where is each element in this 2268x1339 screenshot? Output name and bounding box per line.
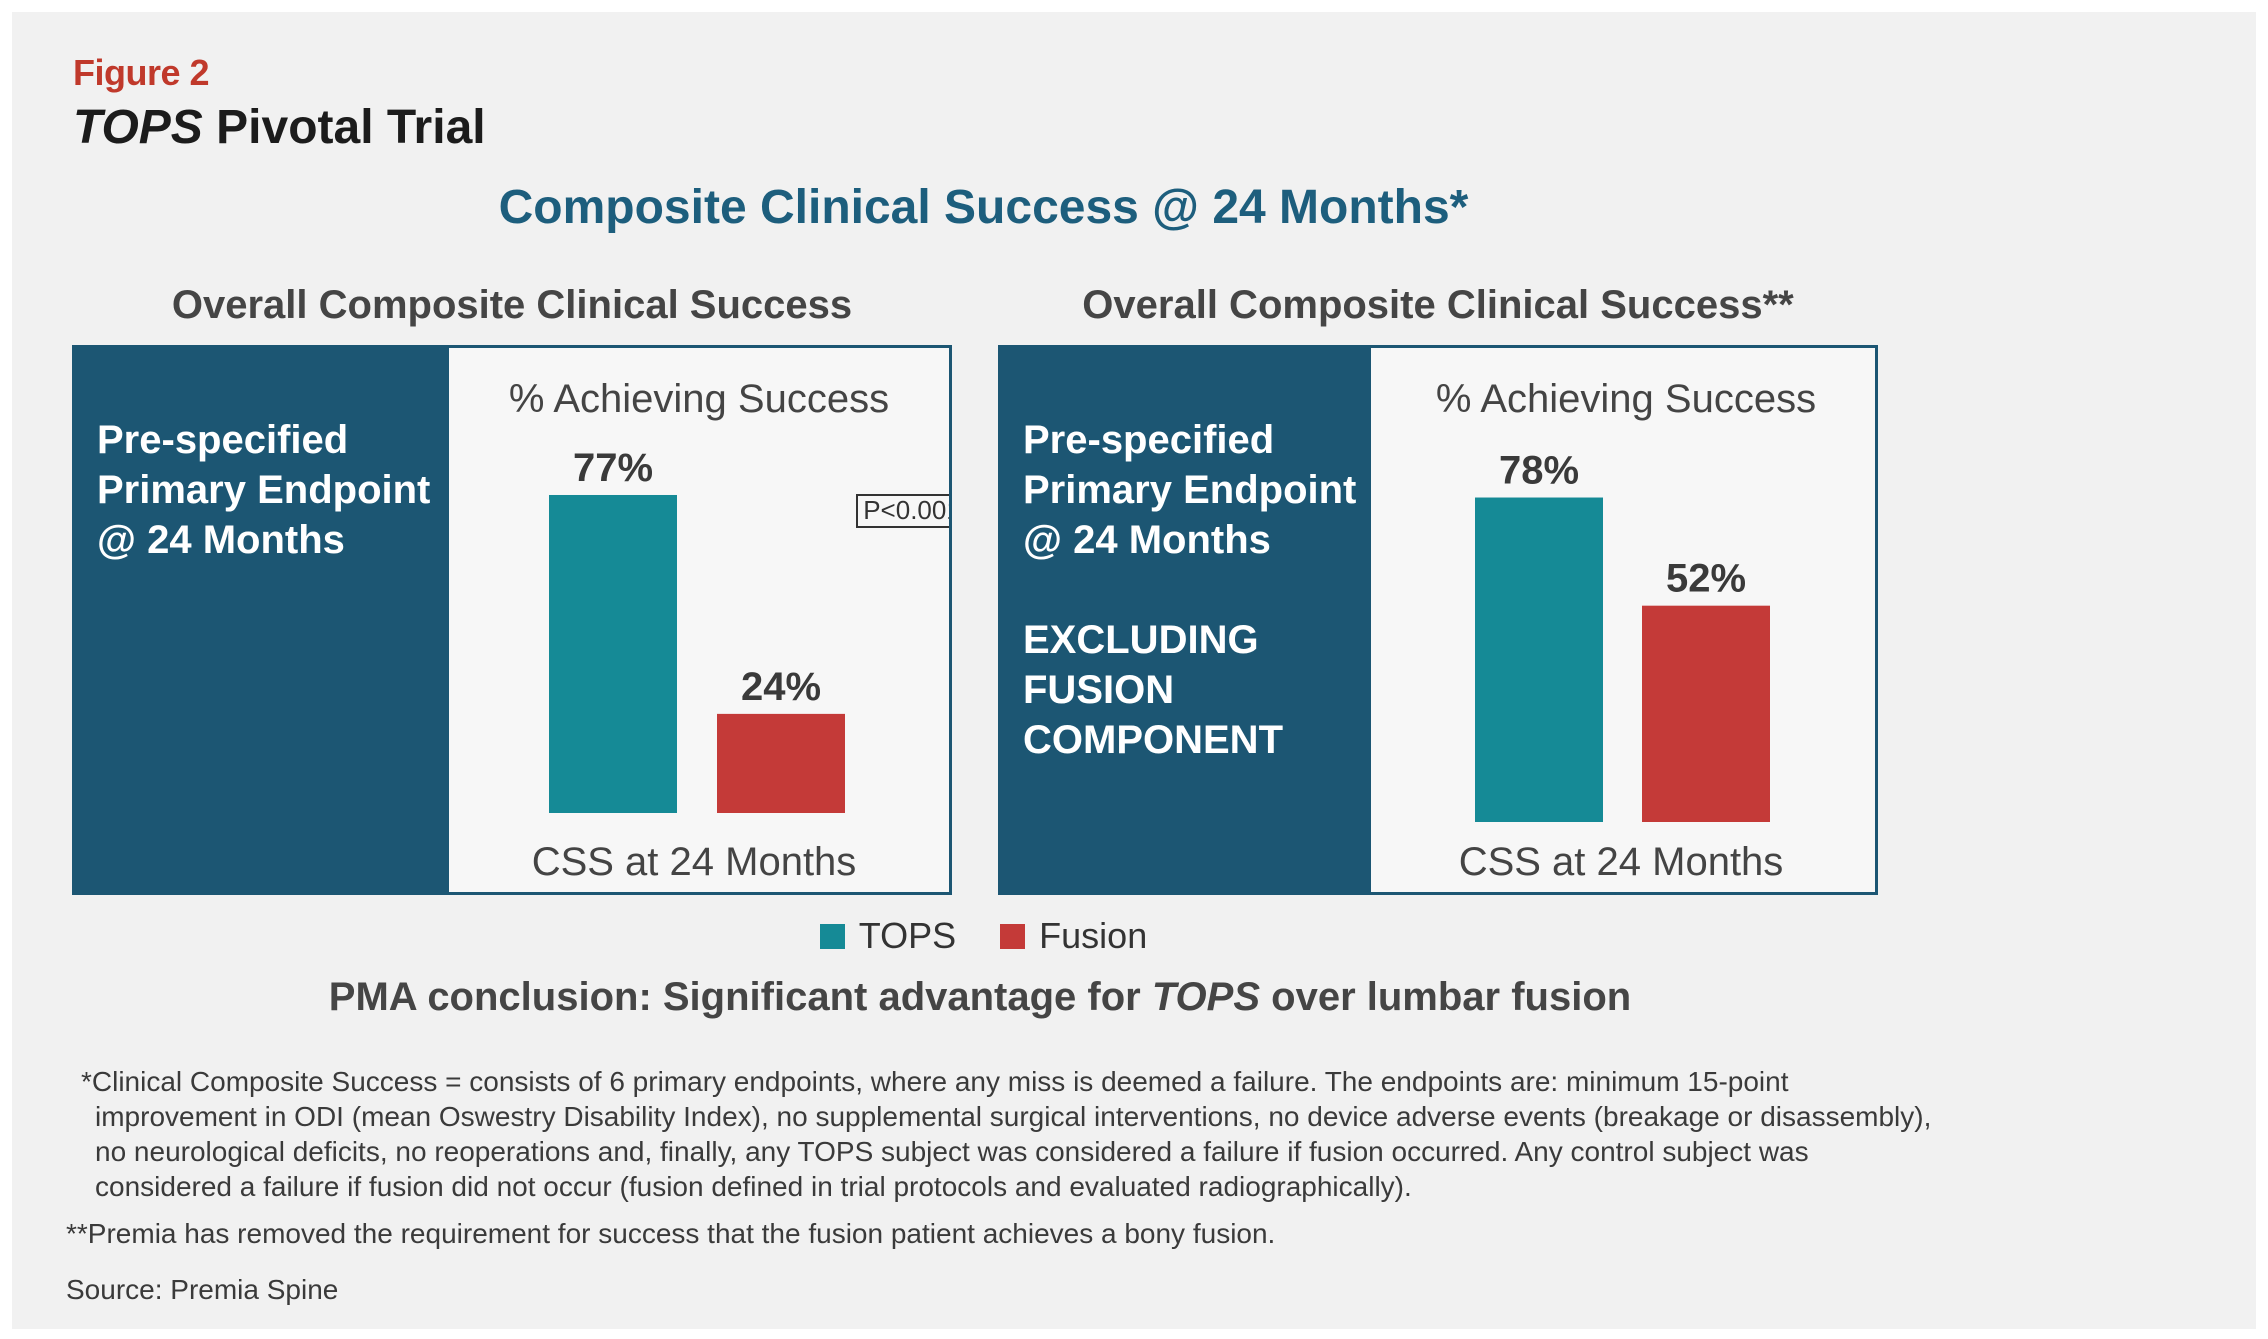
chart-main-title: Composite Clinical Success @ 24 Months* bbox=[498, 181, 1469, 234]
chart-1-value-label-fusion: 24% bbox=[741, 665, 821, 709]
chart-2-plot: % Achieving Success CSS at 24 Months 78%… bbox=[1436, 377, 1816, 884]
chart-legend: TOPS Fusion bbox=[0, 915, 1967, 957]
chart-1-value-label-tops: 77% bbox=[573, 446, 653, 490]
figure-title-italic: TOPS bbox=[73, 101, 203, 154]
chart-1-xlabel: CSS at 24 Months bbox=[532, 840, 857, 884]
chart-1-annotation-box bbox=[856, 494, 949, 528]
legend-item-tops: TOPS bbox=[819, 915, 957, 957]
chart-1-bar-tops bbox=[549, 494, 677, 813]
chart-1-side-line-3: @ 24 Months bbox=[97, 518, 345, 562]
footnote-double-star: **Premia has removed the requirement for… bbox=[66, 1218, 1276, 1249]
chart-2-side-panel: Pre-specified Primary Endpoint @ 24 Mont… bbox=[1001, 348, 1371, 892]
conclusion-text-after: over lumbar fusion bbox=[1260, 975, 1632, 1019]
chart-1-side-line-1: Pre-specified bbox=[97, 418, 349, 462]
chart-2-side-line-1: Pre-specified bbox=[1023, 418, 1275, 462]
chart-2-side-extra-2: FUSION bbox=[1023, 668, 1175, 712]
chart-1-box: Pre-specified Primary Endpoint @ 24 Mont… bbox=[72, 345, 952, 895]
chart-1-ylabel: % Achieving Success bbox=[509, 377, 889, 421]
pma-conclusion: PMA conclusion: Significant advantage fo… bbox=[0, 975, 1960, 1020]
footnote-star-line-4: considered a failure if fusion did not o… bbox=[95, 1171, 1412, 1202]
chart-2-heading: Overall Composite Clinical Success** bbox=[1082, 283, 1794, 327]
chart-2-bar-fusion bbox=[1642, 605, 1770, 822]
legend-label-tops: TOPS bbox=[858, 915, 957, 956]
chart-2-value-label-fusion: 52% bbox=[1666, 557, 1746, 601]
footnote-star: *Clinical Composite Success = consists o… bbox=[81, 1064, 1981, 1204]
chart-2-xlabel: CSS at 24 Months bbox=[1459, 840, 1784, 884]
legend-item-fusion: Fusion bbox=[1000, 915, 1147, 957]
figure-label: Figure 2 bbox=[73, 52, 210, 93]
legend-swatch-fusion bbox=[1000, 923, 1026, 949]
conclusion-text-italic: TOPS bbox=[1151, 975, 1261, 1019]
chart-2-value-label-tops: 78% bbox=[1499, 449, 1579, 493]
footnote-star-line-2: improvement in ODI (mean Oswestry Disabi… bbox=[95, 1101, 1932, 1132]
chart-2-ylabel: % Achieving Success bbox=[1436, 377, 1816, 421]
source-note: Source: Premia Spine bbox=[66, 1274, 339, 1305]
figure-title-rest: Pivotal Trial bbox=[202, 101, 486, 154]
chart-2-bar-tops bbox=[1475, 497, 1603, 822]
legend-label-fusion: Fusion bbox=[1039, 915, 1148, 956]
chart-1-bar-fusion bbox=[717, 713, 845, 813]
legend-swatch-tops bbox=[819, 923, 845, 949]
conclusion-text-before: PMA conclusion: Significant advantage fo… bbox=[328, 975, 1152, 1019]
figure-title: TOPS Pivotal Trial bbox=[73, 100, 486, 155]
chart-2-side-extra-1: EXCLUDING bbox=[1023, 618, 1259, 662]
footnote-star-line-1: *Clinical Composite Success = consists o… bbox=[81, 1066, 1789, 1097]
chart-2-box: Pre-specified Primary Endpoint @ 24 Mont… bbox=[998, 345, 1878, 895]
chart-1-side-line-2: Primary Endpoint bbox=[97, 468, 431, 512]
chart-2-side-extra-3: COMPONENT bbox=[1023, 718, 1283, 762]
chart-1-side-panel: Pre-specified Primary Endpoint @ 24 Mont… bbox=[75, 348, 449, 892]
chart-2-side-gap bbox=[1023, 565, 1371, 615]
footnote-star-line-3: no neurological deficits, no reoperation… bbox=[95, 1136, 1809, 1167]
chart-1-annotation: P<0.001 bbox=[863, 495, 949, 525]
chart-2-side-line-3: @ 24 Months bbox=[1023, 518, 1271, 562]
chart-1-plot: % Achieving Success CSS at 24 Months P<0… bbox=[509, 377, 949, 884]
chart-1-heading: Overall Composite Clinical Success bbox=[171, 283, 853, 327]
chart-2-side-line-2: Primary Endpoint bbox=[1023, 468, 1357, 512]
